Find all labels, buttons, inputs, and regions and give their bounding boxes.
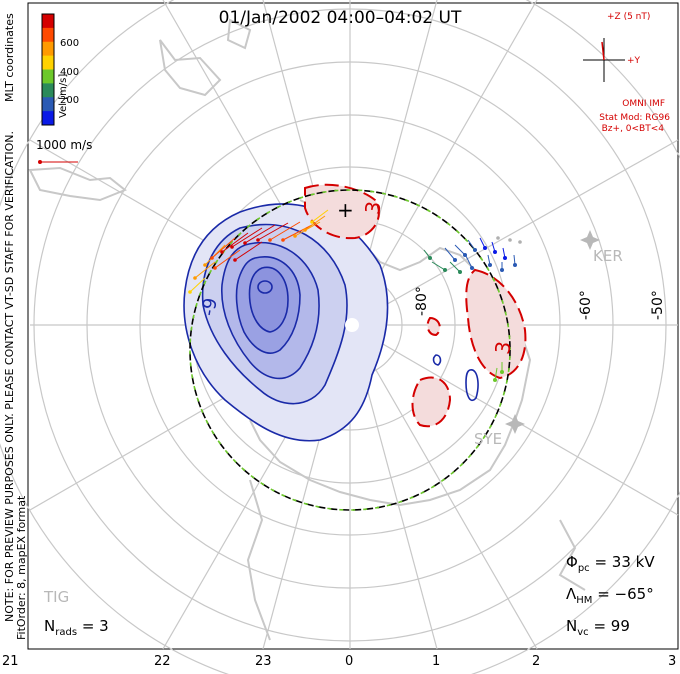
latitude-label-60: -60° [578, 290, 594, 320]
velocity-vectors-dawn [188, 209, 329, 294]
colorbar-swatch [42, 27, 54, 43]
mlt-label-2: 2 [532, 654, 541, 669]
negative-potential-cell [183, 203, 389, 442]
colorbar-tick-400: 400 [60, 67, 80, 78]
colorbar-swatch [42, 55, 54, 70]
heppner-maynard-boundary-green [189, 189, 511, 511]
coordinate-system-label: MLT coordinates [3, 13, 16, 102]
site-sye: SYE [474, 430, 503, 448]
colorbar-tick-600: 600 [60, 38, 80, 49]
imf-stat-mod: Stat Mod: RG96 [599, 113, 670, 123]
colorbar-swatch [42, 41, 54, 57]
velocity-vectors-dusk [423, 236, 522, 382]
colorbar [41, 13, 55, 126]
contour-label-negative: -9 [198, 296, 222, 318]
colorbar-swatch [42, 97, 54, 112]
colorbar-swatch [42, 14, 54, 29]
mlt-label-0: 0 [345, 654, 354, 669]
latitude-label-80: -80° [414, 286, 430, 316]
mlt-label-23: 23 [255, 654, 272, 669]
pole-marker [345, 318, 359, 332]
plot-frame [27, 2, 679, 650]
hm-boundary-latitude: ΛHM = −65° [566, 585, 654, 606]
site-tig: TIG [44, 588, 70, 606]
imf-source: OMNI IMF [622, 99, 665, 109]
vector-count: Nvc = 99 [566, 617, 630, 638]
mlt-label-1: 1 [432, 654, 441, 669]
mlt-label-22: 22 [154, 654, 171, 669]
site-ker: KER [593, 247, 623, 265]
colorbar-swatch [42, 83, 54, 98]
map-title: 01/Jan/2002 04:00–04:02 UT [218, 8, 462, 28]
colorbar-swatch [42, 111, 54, 126]
latitude-label-50: -50° [650, 290, 666, 320]
imf-z-label: +Z (5 nT) [607, 12, 651, 22]
mlt-label-3: 3 [668, 654, 677, 669]
reference-vector-label: 1000 m/s [36, 138, 93, 152]
radar-site-markers [505, 230, 600, 434]
colorbar-tick-200: 200 [60, 95, 80, 106]
potential-max-marker: + [337, 198, 354, 222]
fit-order-note: FitOrder: 8, mapEX format [15, 495, 28, 640]
mlt-label-21: 21 [2, 654, 19, 669]
cross-polar-potential: Φpc = 33 kV [566, 553, 655, 574]
imf-clock-dial [583, 38, 625, 82]
imf-y-label: +Y [627, 56, 641, 66]
colorbar-frame [41, 13, 55, 126]
imf-condition: Bz+, 0<BT<4 [601, 124, 664, 134]
colorbar-swatch [42, 69, 54, 84]
radar-count: Nrads = 3 [44, 617, 109, 638]
minor-negative-cells [432, 354, 479, 402]
reference-vector [38, 160, 78, 164]
